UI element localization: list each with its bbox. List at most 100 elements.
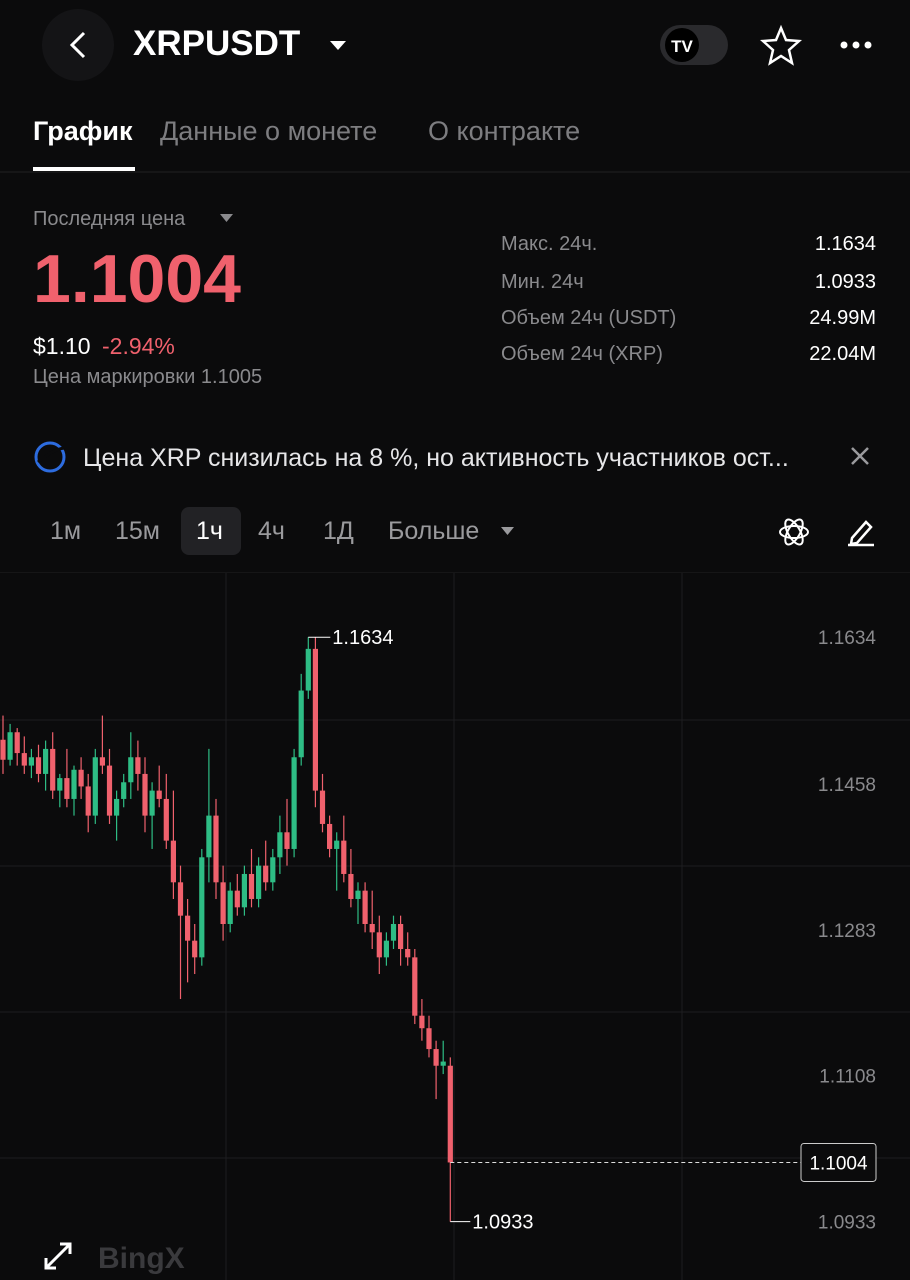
candle-body	[7, 732, 13, 760]
candle-body	[277, 832, 283, 858]
candle-body	[50, 748, 56, 791]
candle-body	[71, 769, 77, 799]
candle-body	[114, 798, 120, 816]
candle-body	[334, 840, 340, 849]
icons: TV	[0, 9, 910, 573]
candle-body	[0, 739, 6, 760]
grid	[0, 573, 910, 1280]
candle-body	[426, 1028, 432, 1050]
stat-label: Объем 24ч (USDT)	[501, 307, 677, 329]
last-price-tag-label: 1.1004	[809, 1153, 868, 1174]
candle-body	[170, 840, 176, 883]
timeframe[interactable]: 1Д	[323, 517, 354, 545]
candle-body	[312, 648, 318, 791]
price-dropdown[interactable]	[220, 214, 233, 222]
fullscreen-icon[interactable]	[44, 1242, 72, 1270]
candle-body	[64, 778, 70, 799]
indicator-icon[interactable]	[779, 517, 809, 547]
price-change: -2.94%	[102, 333, 175, 359]
candle-body	[28, 757, 34, 766]
y-tick-label: 1.1458	[818, 775, 876, 796]
candle-body	[383, 940, 389, 958]
candlestick-chart: BingX 1.1634 1.1458 1.1283 1.1108 1.0933 1.16…	[0, 573, 910, 1280]
y-tick-label: 1.1283	[818, 921, 876, 942]
more-menu[interactable]	[840, 41, 872, 49]
tab[interactable]: График	[33, 116, 133, 146]
candle-body	[43, 748, 49, 774]
last-price-label: Последняя цена	[33, 208, 186, 230]
news-ticker[interactable]: Цена XRP снизилась на 8 %, но активность…	[83, 444, 789, 472]
last-price-tag	[800, 1142, 877, 1182]
candle-body	[440, 1061, 446, 1066]
stat-value: 1.0933	[814, 271, 876, 293]
candle-body	[270, 857, 276, 883]
candle-body	[185, 915, 191, 941]
candle-body	[376, 932, 382, 958]
y-tick-label: 1.1108	[819, 1067, 876, 1088]
timeframe[interactable]: Больше	[388, 517, 480, 545]
watermark: BingX	[98, 1242, 185, 1275]
candle-body	[106, 765, 113, 816]
candle-body	[341, 840, 347, 874]
candle-body	[284, 832, 290, 849]
candle-body	[263, 865, 269, 883]
news-icon-cut	[37, 446, 65, 464]
candle-body	[163, 798, 169, 841]
candle-body	[298, 690, 304, 758]
mark-price: Цена маркировки 1.1005	[33, 366, 263, 388]
candle-body	[362, 890, 368, 924]
tab[interactable]: Данные о монете	[160, 116, 378, 146]
candle-body	[227, 890, 233, 924]
stat-label: Объем 24ч (XRP)	[501, 343, 663, 365]
timeframe[interactable]: 1м	[50, 517, 82, 545]
candle-body	[419, 1015, 425, 1029]
candle-body	[447, 1065, 453, 1163]
candle-body	[85, 786, 91, 816]
candle-body	[78, 769, 84, 787]
candle-body	[149, 790, 155, 816]
active-timeframe-bg	[181, 507, 241, 555]
candle-body	[199, 857, 205, 958]
candle-body	[319, 790, 326, 824]
stat-label: Мин. 24ч	[501, 271, 584, 293]
candle-body	[121, 782, 127, 799]
candle-body	[369, 923, 375, 933]
news-close[interactable]	[851, 447, 869, 465]
candle-body	[248, 873, 255, 899]
y-tick-label: 1.1634	[818, 628, 877, 649]
candle-body	[156, 790, 162, 799]
timeframe[interactable]: 4ч	[258, 517, 285, 545]
candle-body	[192, 940, 198, 958]
candle-body	[291, 757, 297, 849]
candle-body	[142, 773, 148, 816]
active-tab-underline	[33, 167, 135, 171]
y-tick-label: 1.0933	[818, 1213, 876, 1234]
candle-body	[305, 648, 311, 691]
more-dropdown[interactable]	[501, 527, 514, 535]
candle-body	[220, 882, 226, 924]
timeframe[interactable]: 1ч	[196, 517, 223, 545]
symbol-dropdown[interactable]	[330, 41, 346, 50]
back-button[interactable]	[42, 9, 114, 81]
timeframe[interactable]: 15м	[115, 517, 160, 545]
candle-body	[21, 753, 27, 766]
candle-body	[348, 873, 354, 899]
stat-value: 1.1634	[814, 233, 876, 255]
draw-icon[interactable]	[848, 520, 874, 547]
last-price: 1.1004	[33, 241, 241, 317]
candle-body	[14, 732, 20, 754]
favorite-star[interactable]	[759, 24, 803, 66]
stat-label: Макс. 24ч.	[501, 233, 598, 255]
news-icon	[34, 441, 66, 473]
candle-body	[57, 778, 63, 791]
candle-body	[135, 757, 141, 774]
tab[interactable]: О контракте	[428, 116, 581, 146]
stat-value: 24.99M	[809, 307, 876, 329]
candle-body	[241, 873, 247, 908]
candle-body	[433, 1049, 439, 1066]
candle-body	[412, 957, 418, 1016]
candle-body	[92, 757, 98, 816]
candle-body	[128, 757, 134, 783]
tv-logo: TV	[671, 37, 693, 56]
